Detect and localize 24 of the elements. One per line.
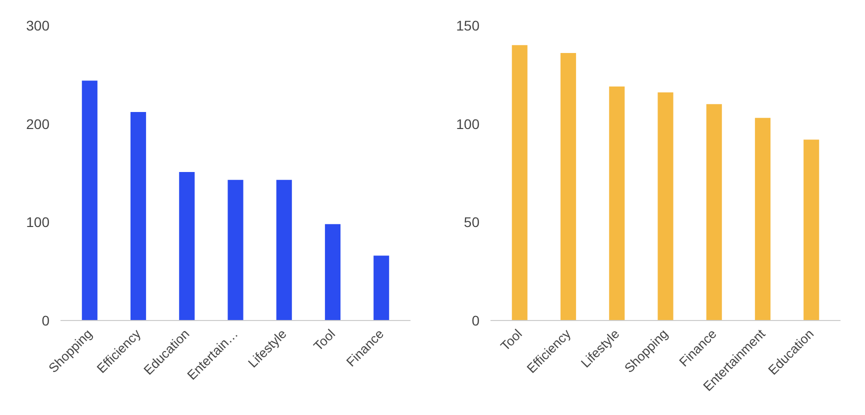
y-tick-label: 0 [472,312,480,328]
bar [82,80,98,320]
bar [658,92,674,320]
bar [804,140,820,320]
bar [228,180,244,320]
bar [179,172,195,320]
bar [276,180,292,320]
y-tick-label: 300 [26,18,50,34]
bar [512,45,528,320]
y-tick-label: 100 [26,214,50,230]
bar [560,53,576,320]
bar [374,256,390,320]
y-tick-label: 150 [456,18,480,34]
x-tick-label: Tool [310,326,338,354]
y-tick-label: 50 [464,214,480,230]
bar [754,118,770,320]
y-tick-label: 200 [26,116,50,132]
x-tick-label: Tool [498,326,526,354]
y-tick-label: 100 [456,116,480,132]
bar [609,86,625,320]
bar [130,112,146,320]
bar [706,104,722,320]
y-tick-label: 0 [42,312,50,328]
bar [324,224,340,320]
